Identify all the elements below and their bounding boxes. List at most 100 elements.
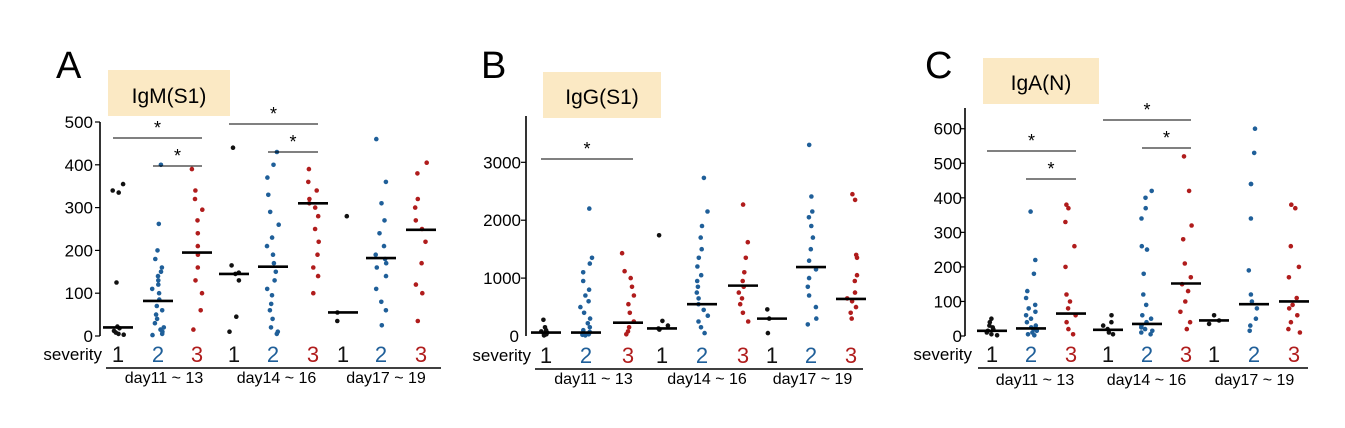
data-point — [311, 265, 316, 270]
group-label: day17 ~ 19 — [346, 370, 426, 387]
data-point — [737, 301, 743, 307]
data-point — [1033, 309, 1038, 315]
data-point — [264, 286, 270, 292]
data-point — [806, 142, 812, 148]
data-point — [158, 269, 164, 275]
chart-title: IgM(S1) — [132, 85, 207, 108]
data-point — [156, 221, 162, 227]
y-tick-label: 2000 — [483, 211, 521, 230]
group-label: day14 ~ 16 — [237, 370, 317, 387]
data-point — [587, 206, 592, 211]
data-point — [1206, 321, 1212, 327]
severity-tick: 2 — [1025, 342, 1037, 367]
data-point — [1254, 306, 1260, 311]
data-point — [994, 333, 1000, 338]
data-point — [1248, 323, 1253, 328]
severity-tick: 3 — [191, 342, 203, 367]
data-point — [627, 310, 633, 316]
data-point — [705, 313, 711, 319]
data-point — [701, 307, 706, 313]
data-point — [1143, 302, 1149, 308]
data-point — [1025, 288, 1030, 294]
data-point — [1143, 205, 1148, 211]
data-point — [695, 284, 701, 290]
chart-title-box — [983, 58, 1099, 104]
severity-label: severity — [472, 346, 531, 365]
data-point — [1247, 328, 1252, 334]
y-tick-label: 200 — [65, 241, 93, 260]
data-point — [1031, 271, 1037, 277]
data-point — [1028, 209, 1033, 214]
data-point — [626, 301, 631, 307]
data-point — [739, 296, 745, 301]
data-point — [1109, 319, 1114, 325]
data-point — [420, 290, 425, 296]
group-label: day17 ~ 19 — [773, 371, 853, 388]
y-tick-label: 100 — [65, 284, 93, 303]
data-point — [765, 307, 770, 312]
data-point — [193, 278, 198, 283]
data-point — [848, 310, 853, 316]
data-point — [270, 316, 275, 322]
data-point — [1109, 313, 1114, 318]
data-point — [854, 272, 860, 278]
data-point — [1148, 316, 1154, 322]
data-point — [1023, 295, 1029, 301]
data-point — [268, 301, 274, 307]
data-point — [379, 299, 384, 305]
data-point — [1181, 154, 1187, 159]
data-point — [814, 316, 819, 321]
data-point — [1139, 243, 1145, 249]
data-point — [705, 209, 710, 214]
data-point — [1064, 292, 1069, 297]
y-tick-label: 3000 — [483, 153, 521, 172]
data-point — [272, 278, 277, 283]
data-point — [315, 252, 320, 257]
data-point — [698, 272, 704, 278]
data-point — [192, 196, 198, 202]
y-tick-label: 400 — [934, 189, 962, 208]
data-point — [161, 325, 167, 330]
data-point — [1033, 323, 1039, 328]
severity-tick: 1 — [766, 343, 778, 368]
data-point — [1253, 316, 1259, 322]
data-point — [580, 270, 586, 275]
data-point — [267, 308, 273, 313]
y-tick-label: 300 — [934, 223, 962, 242]
data-point — [276, 222, 282, 227]
severity-tick: 2 — [696, 343, 708, 368]
data-point — [413, 218, 419, 223]
data-point — [1063, 264, 1068, 270]
data-point — [271, 162, 276, 168]
significance-star: * — [270, 104, 277, 124]
data-point — [631, 293, 637, 298]
data-point — [156, 282, 161, 287]
data-point — [624, 332, 629, 337]
data-point — [805, 322, 811, 327]
data-point — [1246, 268, 1252, 273]
data-point — [583, 293, 588, 298]
group-label: day17 ~ 19 — [1215, 372, 1295, 389]
data-point — [381, 243, 387, 249]
data-point — [155, 248, 160, 253]
data-point — [195, 218, 200, 223]
data-point — [581, 310, 587, 316]
data-point — [1288, 319, 1294, 325]
data-point — [622, 268, 627, 274]
data-point — [312, 226, 318, 232]
data-point — [273, 269, 279, 275]
data-point — [702, 330, 707, 336]
data-point — [656, 233, 662, 238]
y-tick-label: 100 — [934, 292, 962, 311]
data-point — [541, 317, 546, 323]
data-point — [1144, 247, 1150, 252]
y-tick-label: 500 — [934, 154, 962, 173]
data-point — [152, 320, 158, 326]
data-point — [1149, 188, 1154, 194]
severity-tick: 3 — [737, 343, 749, 368]
data-point — [1211, 313, 1217, 318]
severity-tick: 3 — [845, 343, 857, 368]
data-point — [745, 319, 751, 324]
severity-tick: 1 — [986, 342, 998, 367]
data-point — [696, 296, 701, 301]
